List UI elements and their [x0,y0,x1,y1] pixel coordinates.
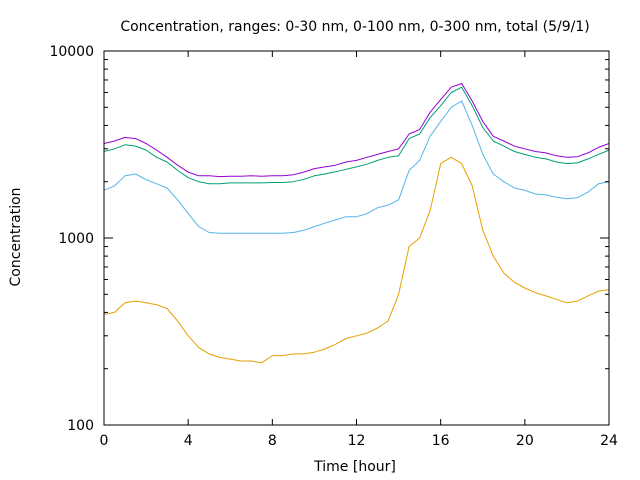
series-line-2 [103,100,610,234]
x-tick-label-3: 12 [348,433,366,449]
series-line-4 [103,83,610,178]
x-tick-label-2: 8 [268,433,277,449]
y-tick-label-1: 1000 [58,231,94,247]
y-tick-label-2: 10000 [49,44,94,60]
x-tick-label-6: 24 [600,433,618,449]
chart-title: Concentration, ranges: 0-30 nm, 0-100 nm… [120,19,589,35]
y-axis-label: Concentration [8,187,24,286]
series-line-3 [103,86,610,185]
series-layer [103,83,610,364]
y-tick-label-0: 100 [67,418,94,434]
x-tick-label-0: 0 [100,433,109,449]
x-tick-label-1: 4 [184,433,193,449]
tick-layer: 0 4 8 12 16 20 24 100 1000 10000 [49,44,618,449]
x-axis-label: Time [hour] [313,459,396,475]
series-line-1 [103,156,610,364]
x-tick-label-5: 20 [516,433,534,449]
plot-frame [103,50,610,426]
x-tick-label-4: 16 [432,433,450,449]
